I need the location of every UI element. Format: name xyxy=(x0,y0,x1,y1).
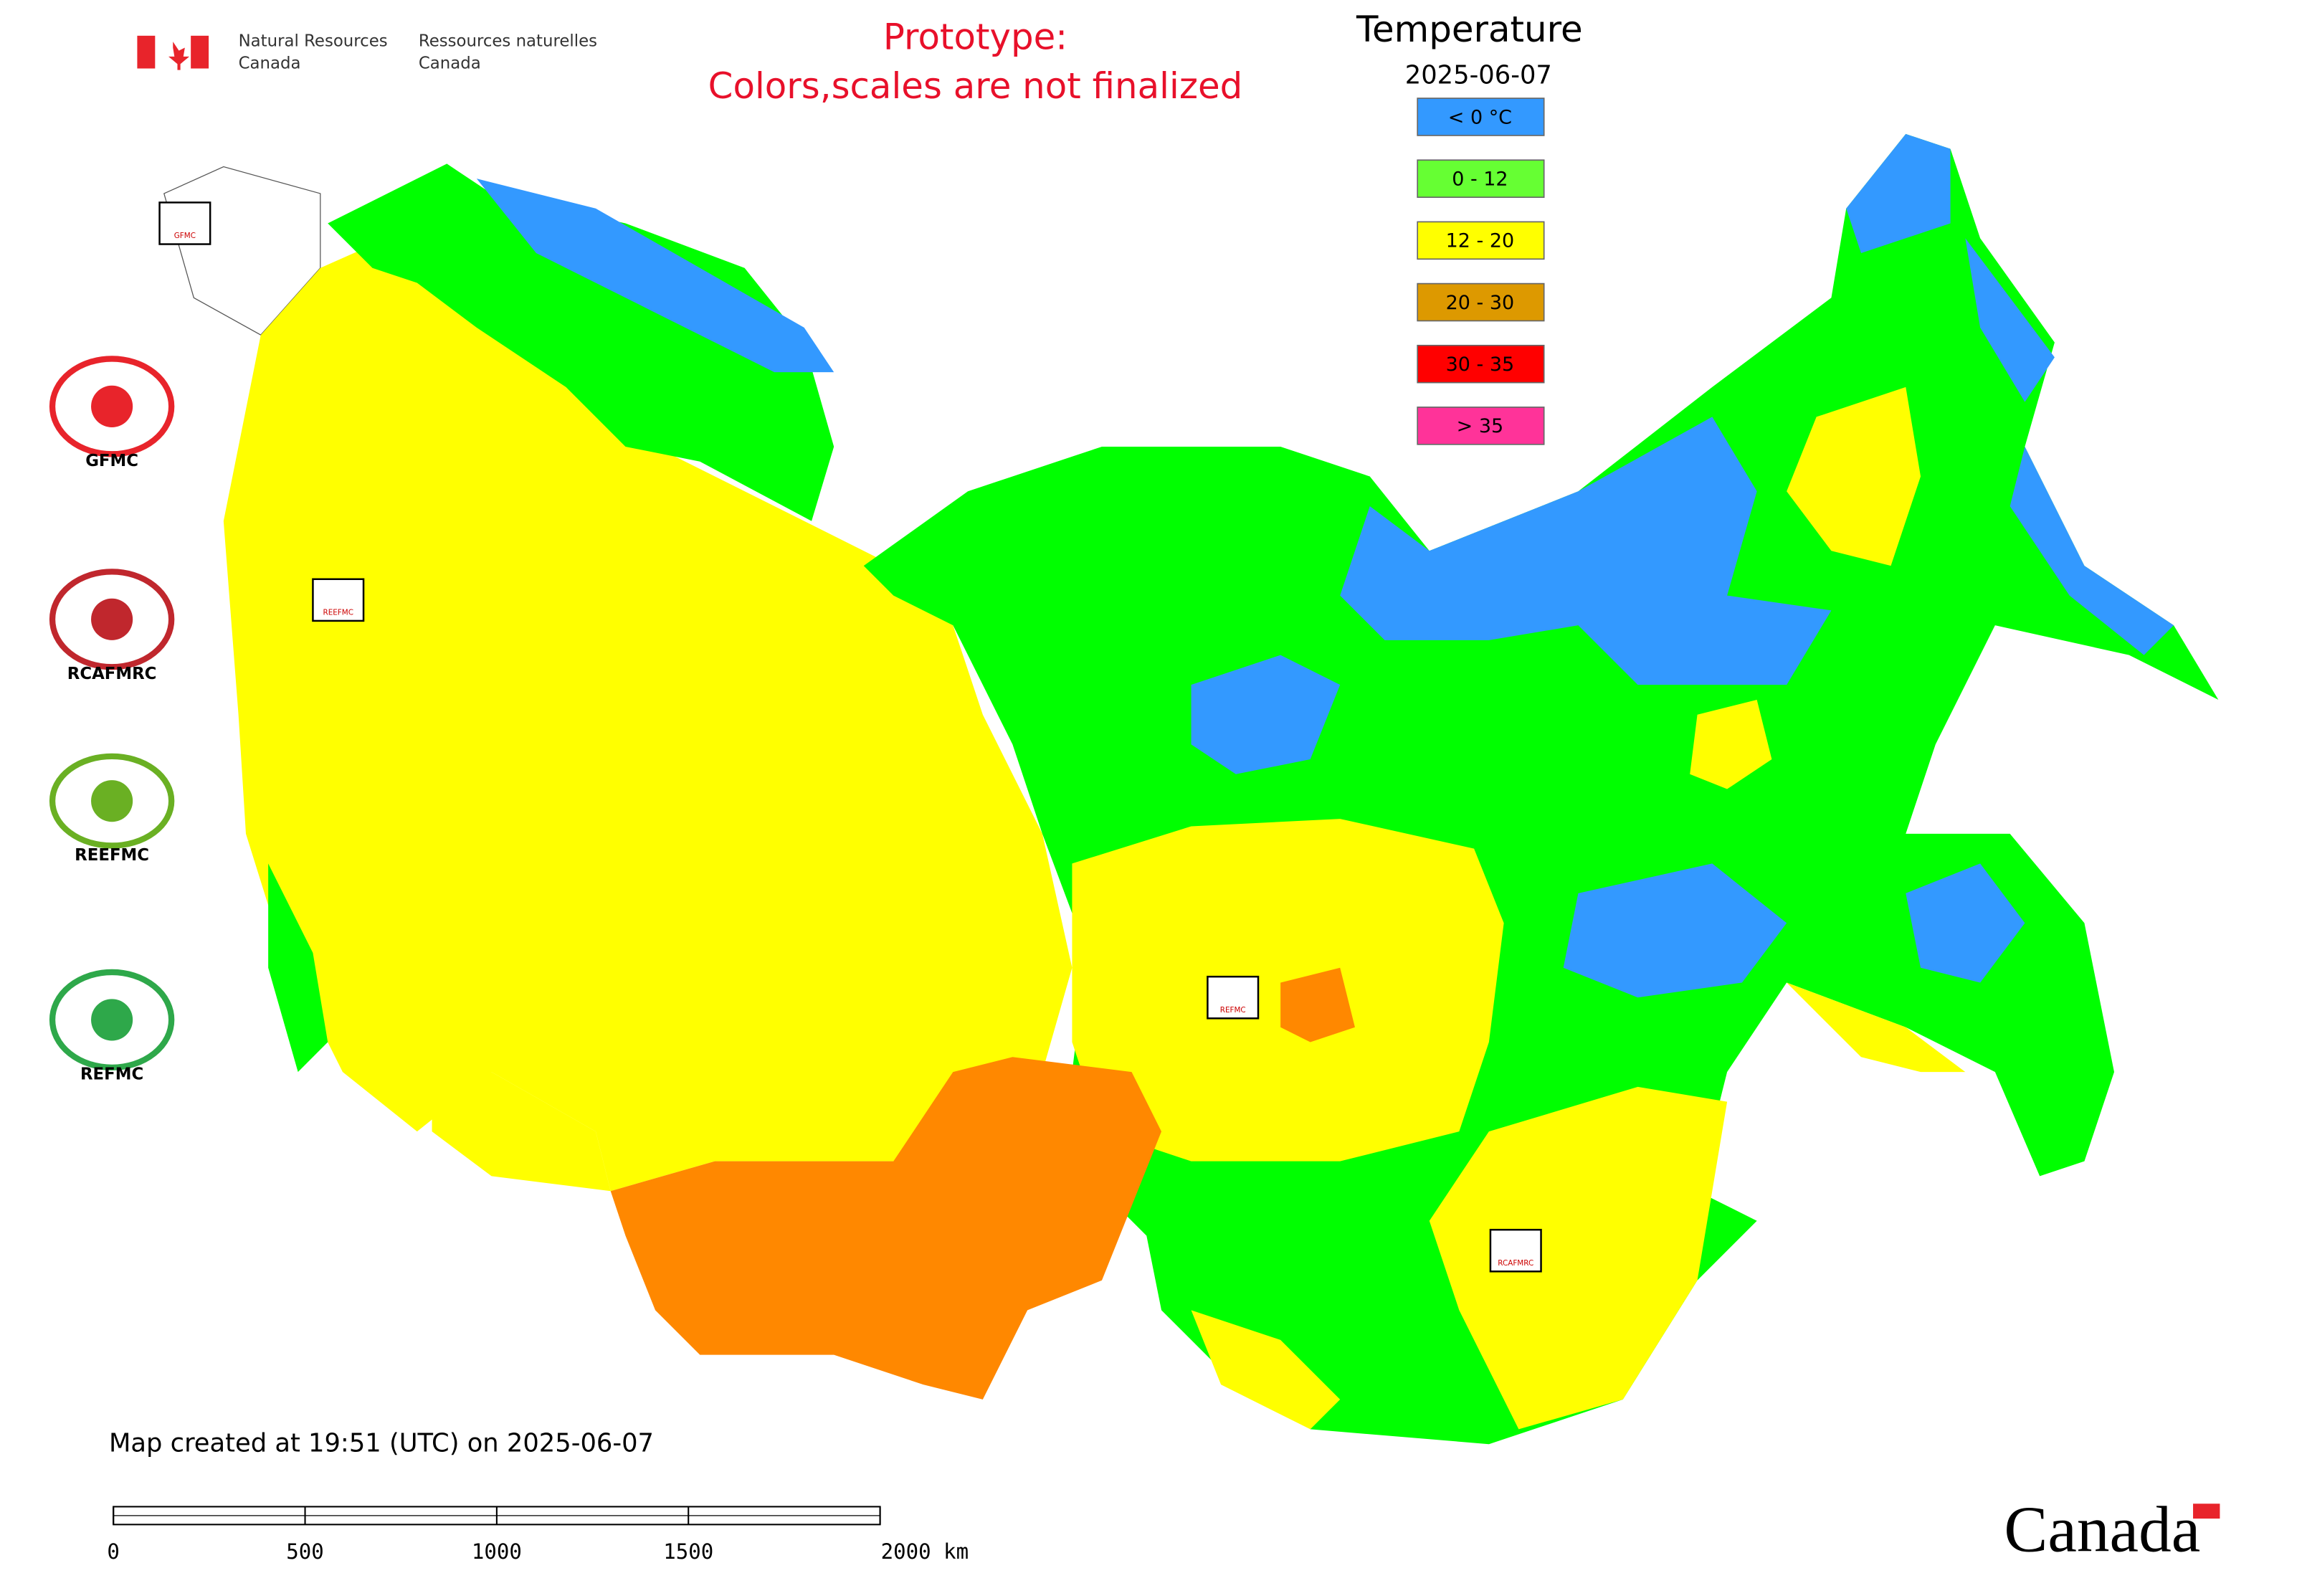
marker-box xyxy=(1489,1228,1542,1273)
map-markers: GFMC REEFMC REFMC RCAFMRC xyxy=(158,201,1542,1273)
scale-label: 1000 xyxy=(472,1539,522,1564)
logo-mark xyxy=(91,598,133,640)
logo-label: GFMC xyxy=(85,452,138,470)
wordmark: Canada xyxy=(2004,1493,2200,1566)
canada-wordmark: Canada xyxy=(2004,1493,2220,1566)
scale-label: 2000 km xyxy=(881,1539,969,1564)
created-note: Map created at 19:51 (UTC) on 2025-06-07 xyxy=(109,1429,654,1458)
marker-label: REFMC xyxy=(1220,1006,1246,1015)
logo-label: REFMC xyxy=(80,1065,143,1083)
marker-box xyxy=(158,201,211,245)
header: Natural Resources Canada Ressources natu… xyxy=(137,32,597,73)
legend-label: < 0 °C xyxy=(1448,106,1512,128)
legend-swatch xyxy=(1417,159,1545,198)
legend-label: 12 - 20 xyxy=(1446,230,1515,252)
marker-box xyxy=(312,578,365,622)
agency-fr: Ressources naturelles xyxy=(419,32,597,50)
marker-label: RCAFMRC xyxy=(1498,1259,1533,1268)
logo-mark xyxy=(91,780,133,822)
marker-box xyxy=(1207,975,1260,1020)
logo-label: RCAFMRC xyxy=(67,665,157,683)
legend-swatch xyxy=(1417,98,1545,136)
legend-swatch xyxy=(1417,282,1545,322)
logos: GFMC RCAFMRC REEFMC REFMC xyxy=(49,356,175,1083)
agency-fr: Canada xyxy=(419,54,481,73)
legend-label: 20 - 30 xyxy=(1446,292,1515,314)
logo-label: REEFMC xyxy=(75,846,149,865)
scale-label: 0 xyxy=(107,1539,120,1564)
agency-en: Natural Resources xyxy=(239,32,388,50)
scale-label: 500 xyxy=(286,1539,324,1564)
legend-swatch xyxy=(1417,221,1545,260)
legend-title: Temperature xyxy=(1356,9,1583,50)
legend-swatch xyxy=(1417,344,1545,384)
logo-mark xyxy=(91,385,133,427)
agency-en: Canada xyxy=(239,54,301,73)
scale-label: 1500 xyxy=(663,1539,713,1564)
scale-bar: 0 500 1000 1500 2000 km xyxy=(107,1506,969,1564)
notice: Prototype: xyxy=(883,16,1067,58)
marker-label: GFMC xyxy=(174,232,196,240)
marker-label: REEFMC xyxy=(323,609,353,617)
legend-label: > 35 xyxy=(1457,415,1504,437)
legend-date: 2025-06-07 xyxy=(1405,60,1552,90)
legend-swatch xyxy=(1417,407,1545,445)
legend: Temperature 2025-06-07 < 0 °C 0 - 12 12 - … xyxy=(1356,9,1583,445)
legend-label: 30 - 35 xyxy=(1446,353,1515,376)
map xyxy=(163,133,2219,1445)
legend-label: 0 - 12 xyxy=(1452,168,1508,191)
logo-mark xyxy=(91,999,133,1041)
notice: Colors,scales are not finalized xyxy=(708,65,1243,107)
